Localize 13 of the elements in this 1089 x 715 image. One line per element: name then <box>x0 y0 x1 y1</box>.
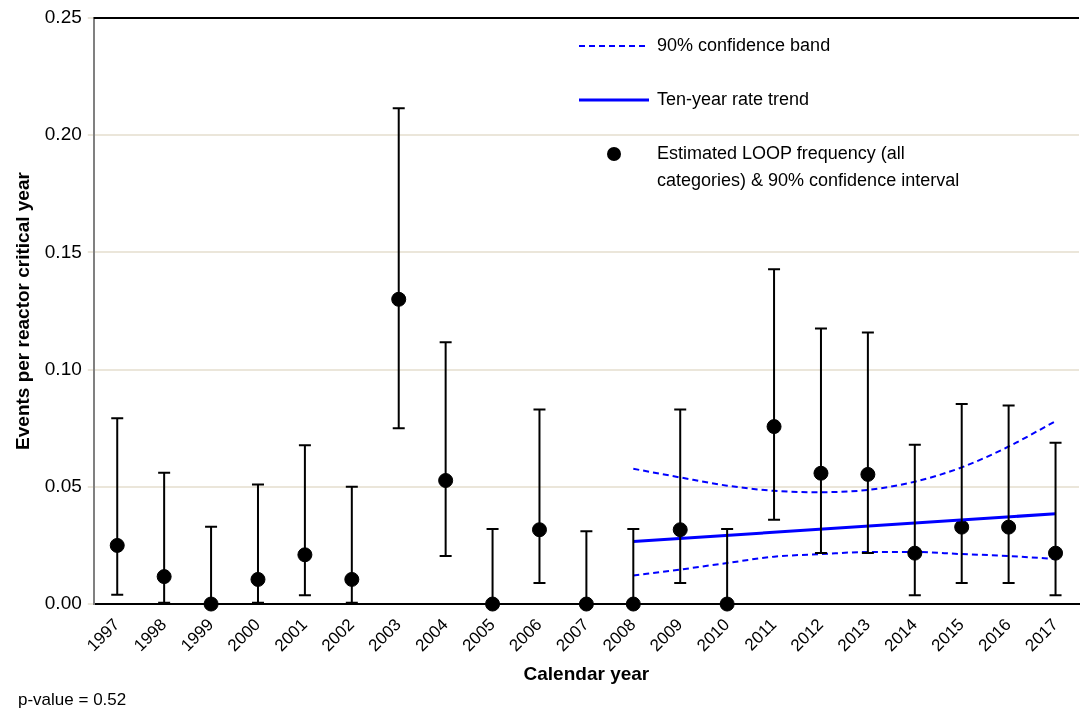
text: p-value = 0.52 <box>18 690 127 710</box>
legend-label: Ten-year rate trend <box>657 88 810 109</box>
line-series <box>632 420 1057 494</box>
legend-label: 90% confidence band <box>657 34 831 55</box>
y-tick-label: 0.15 <box>44 240 82 262</box>
y-tick-label: 0.05 <box>44 475 82 497</box>
x-axis-title: Calendar year <box>523 662 650 684</box>
y-axis-title: Events per reactor critical year <box>11 171 33 450</box>
legend-label: Estimated LOOP frequency (all categories) & 90% confidence interval <box>657 142 960 190</box>
y-tick-label: 0.25 <box>44 6 82 28</box>
y-tick-label: 0.20 <box>44 123 82 145</box>
y-tick-label: 0.00 <box>44 592 82 614</box>
y-tick-label: 0.10 <box>44 357 82 379</box>
